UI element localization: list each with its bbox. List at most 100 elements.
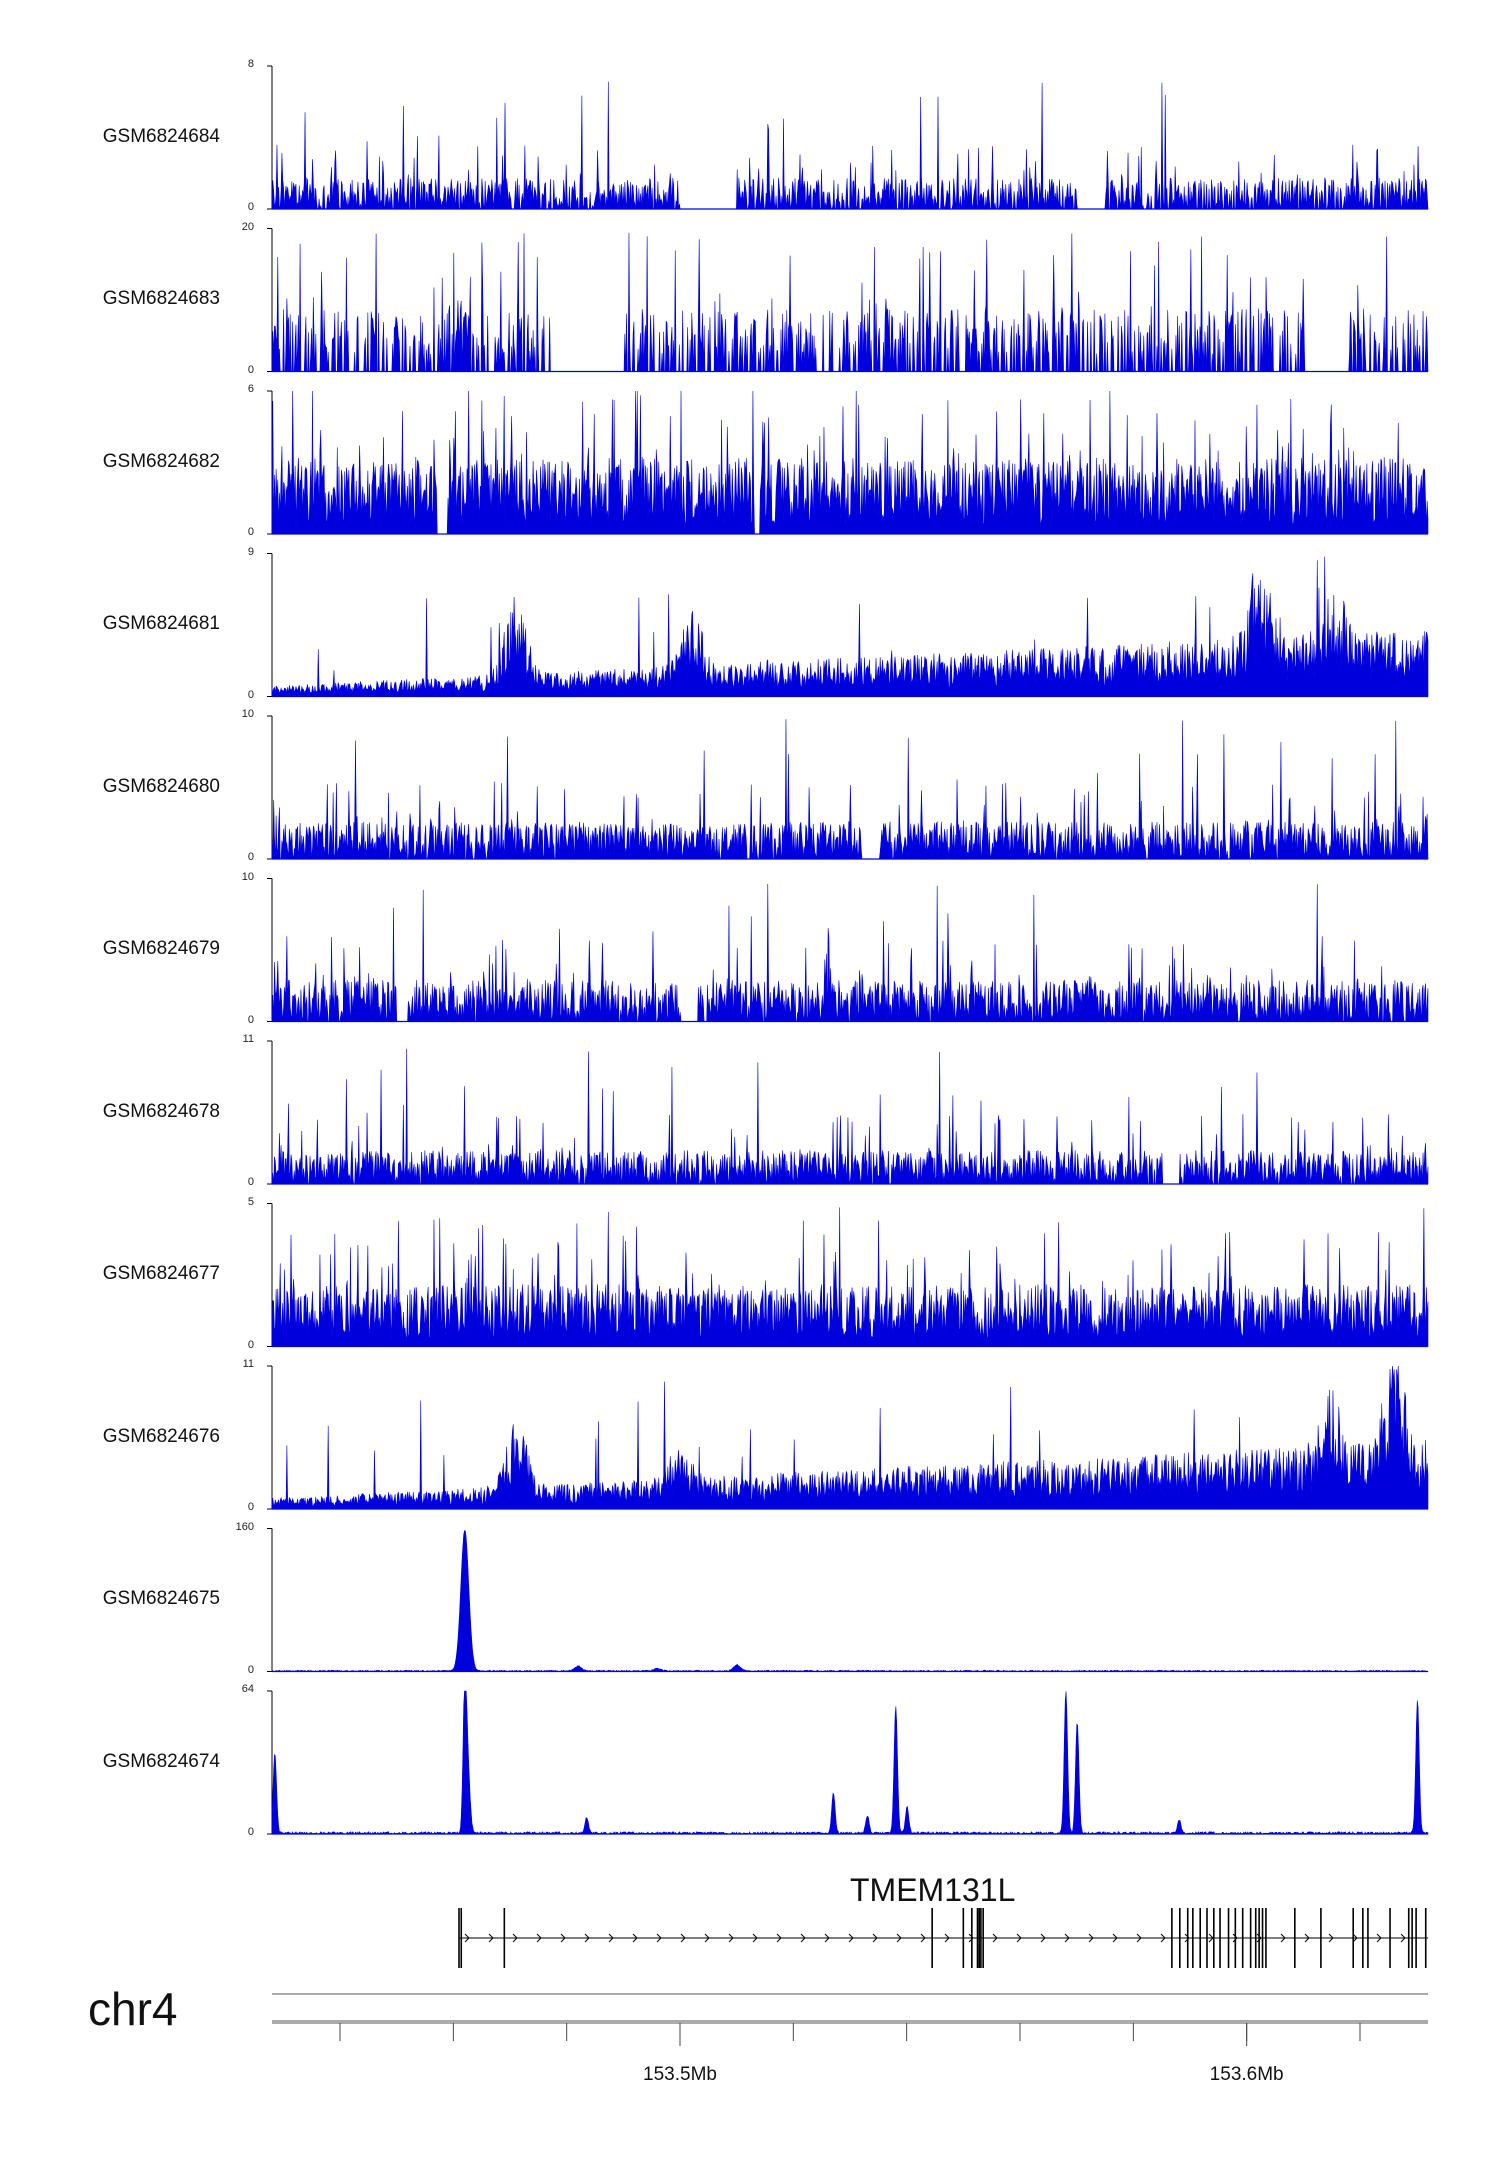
strand-arrow [1232, 1933, 1238, 1943]
strand-arrow [1376, 1933, 1382, 1943]
strand-arrow [704, 1933, 710, 1943]
strand-arrow [1160, 1933, 1166, 1943]
track-GSM6824675 [267, 1528, 1429, 1673]
track-GSM6824678 [267, 1040, 1429, 1185]
chromosome-label: chr4 [88, 1983, 178, 2035]
strand-arrow [920, 1933, 926, 1943]
track-ymin-label: 0 [247, 1176, 254, 1188]
strand-arrow [1184, 1933, 1190, 1943]
track-label: GSM6824682 [102, 450, 220, 472]
strand-arrow [608, 1933, 614, 1943]
track-ymin-label: 0 [247, 1501, 254, 1513]
track-GSM6824682 [267, 390, 1429, 535]
strand-arrow [560, 1933, 566, 1943]
track-ymin-label: 0 [247, 201, 254, 213]
strand-arrow [536, 1933, 542, 1943]
strand-arrow [464, 1933, 470, 1943]
track-signal-area [271, 81, 1429, 210]
strand-arrow [968, 1933, 974, 1943]
track-signal-area [271, 883, 1429, 1022]
track-signal-area [271, 1048, 1429, 1185]
track-ymax-label: 10 [241, 870, 254, 883]
axis-tick-label: 153.6Mb [1209, 2064, 1284, 2085]
track-label: GSM6824680 [102, 775, 220, 797]
track-ymax-label: 10 [241, 708, 254, 720]
track-label: GSM6824683 [102, 288, 220, 309]
track-signal-area [271, 1207, 1429, 1347]
track-ymax-label: 8 [247, 58, 254, 70]
track-GSM6824684 [267, 65, 1429, 210]
track-ymax-label: 6 [247, 383, 254, 395]
strand-arrow [1136, 1933, 1142, 1943]
track-ymin-label: 0 [247, 526, 254, 538]
strand-arrow [1112, 1933, 1118, 1943]
track-ymin-label: 0 [247, 363, 254, 376]
strand-arrow [1088, 1933, 1094, 1943]
track-ymin-label: 0 [247, 1338, 254, 1351]
track-ymin-label: 0 [247, 688, 254, 701]
track-ymax-label: 9 [247, 545, 254, 558]
track-signal-area [271, 1530, 1429, 1673]
strand-arrow [824, 1933, 830, 1943]
track-label: GSM6824676 [102, 1425, 220, 1447]
track-ymax-label: 11 [242, 1358, 254, 1370]
track-signal-area [271, 719, 1429, 860]
strand-arrow [1304, 1933, 1310, 1943]
track-signal-area [271, 390, 1429, 535]
track-signal-area [271, 1365, 1429, 1510]
track-ymax-label: 5 [247, 1195, 254, 1208]
track-label: GSM6824674 [102, 1750, 220, 1772]
track-GSM6824683 [267, 228, 1429, 373]
strand-arrow [632, 1933, 638, 1943]
track-label: GSM6824678 [102, 1100, 220, 1122]
track-GSM6824674 [267, 1690, 1429, 1835]
track-ymin-label: 0 [247, 1826, 254, 1838]
track-ymin-label: 0 [247, 1013, 254, 1026]
strand-arrow [656, 1933, 662, 1943]
strand-arrow [1328, 1933, 1334, 1943]
strand-arrow [1016, 1933, 1022, 1943]
strand-arrow [1040, 1933, 1046, 1943]
track-signal-area [271, 232, 1429, 372]
track-GSM6824681 [267, 553, 1429, 698]
track-ymax-label: 20 [241, 220, 254, 233]
track-ymax-label: 64 [241, 1683, 254, 1695]
strand-arrow [992, 1933, 998, 1943]
strand-arrow [872, 1933, 878, 1943]
track-GSM6824680 [267, 715, 1429, 860]
strand-arrow [512, 1933, 518, 1943]
track-GSM6824676 [267, 1365, 1429, 1510]
axis-tick-label: 153.5Mb [643, 2064, 717, 2085]
track-label: GSM6824675 [102, 1588, 220, 1609]
strand-arrow [944, 1933, 950, 1943]
track-label: GSM6824681 [102, 613, 220, 634]
track-label: GSM6824677 [102, 1263, 220, 1284]
strand-arrow [1280, 1933, 1286, 1943]
strand-arrow [1352, 1933, 1358, 1943]
track-ymin-label: 0 [247, 1663, 254, 1676]
track-ymin-label: 0 [247, 851, 254, 863]
strand-arrow [680, 1933, 686, 1943]
genomic-axis [272, 2022, 1428, 2046]
gene-name-label: TMEM131L [850, 1872, 1016, 1908]
strand-arrow [1400, 1933, 1406, 1943]
track-ymax-label: 160 [235, 1520, 254, 1533]
track-GSM6824679 [267, 878, 1429, 1023]
strand-arrow [776, 1933, 782, 1943]
gene-model [458, 1908, 1428, 1968]
track-ymax-label: 11 [242, 1033, 254, 1045]
track-label: GSM6824679 [102, 938, 220, 959]
track-label: GSM6824684 [102, 125, 220, 147]
strand-arrow [488, 1933, 494, 1943]
strand-arrow [896, 1933, 902, 1943]
strand-arrow [584, 1933, 590, 1943]
strand-arrow [1064, 1933, 1070, 1943]
track-signal-area [271, 556, 1429, 697]
chromosome-ideogram [272, 1993, 1428, 2022]
track-signal-area [271, 1690, 1429, 1835]
strand-arrow [848, 1933, 854, 1943]
strand-arrow [728, 1933, 734, 1943]
track-GSM6824677 [267, 1203, 1429, 1348]
